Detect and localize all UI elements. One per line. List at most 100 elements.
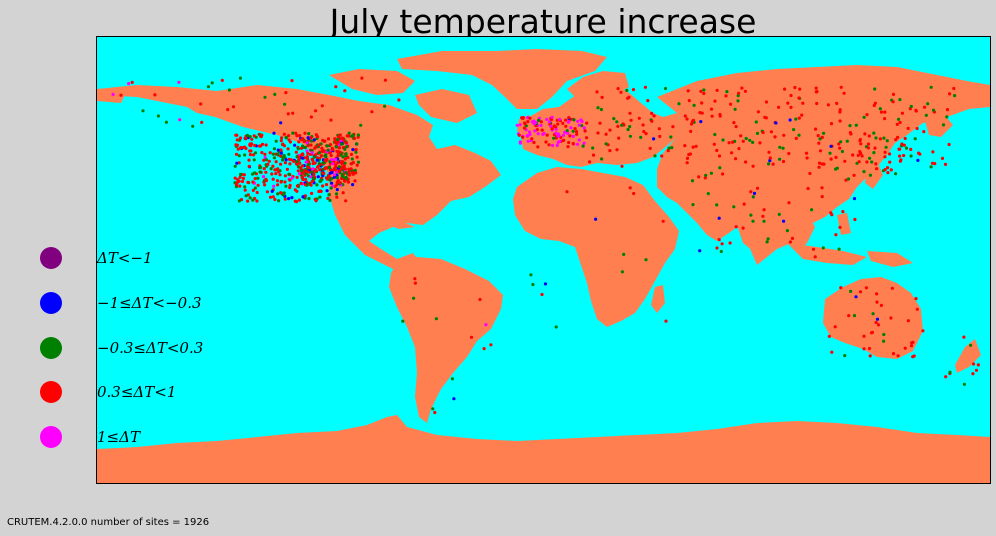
site-marker [326, 148, 330, 152]
site-marker [566, 120, 570, 124]
site-marker [311, 167, 315, 171]
site-marker [591, 153, 596, 157]
site-marker [834, 167, 838, 171]
site-marker [280, 136, 284, 140]
site-marker [273, 92, 277, 96]
site-marker [277, 199, 281, 203]
site-marker [884, 145, 888, 149]
site-marker [550, 127, 554, 131]
land-kamchatka [925, 113, 953, 137]
site-marker [851, 153, 855, 157]
site-marker [788, 118, 792, 122]
site-marker [260, 151, 264, 155]
site-marker [550, 115, 554, 119]
site-marker [523, 121, 527, 125]
site-marker [306, 136, 310, 140]
site-marker [616, 87, 620, 91]
site-marker [555, 143, 559, 147]
site-marker [344, 154, 348, 158]
site-marker [269, 167, 273, 171]
site-marker [293, 143, 297, 147]
site-marker [811, 247, 816, 251]
site-marker [352, 136, 357, 140]
site-marker [702, 88, 706, 92]
site-marker [865, 113, 869, 117]
site-marker [233, 176, 237, 180]
land-alaska [97, 89, 127, 103]
site-marker [527, 130, 531, 134]
site-marker [276, 192, 280, 196]
site-marker [327, 175, 331, 179]
site-marker [350, 157, 354, 161]
site-marker [781, 159, 786, 164]
site-marker [530, 137, 534, 141]
site-marker [235, 161, 239, 165]
site-marker [749, 213, 753, 217]
site-marker [299, 153, 304, 157]
site-marker [348, 173, 352, 177]
site-marker [283, 102, 287, 106]
site-marker [287, 152, 291, 156]
site-marker [238, 136, 243, 140]
site-marker [264, 158, 269, 162]
site-marker [744, 136, 748, 141]
site-marker [820, 195, 824, 199]
site-marker [284, 135, 288, 139]
site-marker [252, 134, 256, 138]
site-marker [658, 134, 662, 138]
site-marker [264, 143, 268, 147]
site-marker [778, 145, 782, 149]
site-marker [341, 191, 345, 195]
site-marker [844, 178, 848, 182]
site-marker [839, 85, 843, 89]
site-marker [237, 179, 241, 183]
site-marker [349, 162, 353, 166]
site-marker [328, 143, 333, 147]
site-marker [259, 165, 263, 169]
site-marker [294, 131, 298, 135]
site-marker [692, 103, 696, 107]
site-marker [683, 144, 687, 148]
site-marker [279, 151, 283, 155]
land-madagascar [651, 285, 665, 313]
site-marker [351, 133, 355, 137]
site-marker [288, 162, 292, 166]
site-marker [969, 343, 973, 347]
site-marker [862, 334, 866, 338]
site-marker [591, 146, 595, 150]
site-marker [896, 117, 901, 121]
site-marker [349, 152, 354, 156]
site-marker [307, 132, 311, 136]
site-marker [285, 167, 289, 171]
site-marker [316, 175, 320, 179]
site-marker [944, 375, 948, 379]
site-marker [236, 147, 240, 151]
site-marker [244, 194, 248, 198]
site-marker [248, 149, 252, 153]
site-marker [628, 125, 632, 129]
site-marker [334, 85, 338, 89]
land-africa [513, 167, 679, 327]
site-marker [287, 172, 291, 176]
site-marker [277, 170, 281, 174]
site-marker [561, 133, 566, 137]
site-marker [671, 125, 675, 129]
site-marker [332, 175, 336, 179]
site-marker [915, 307, 919, 311]
site-marker [271, 164, 275, 168]
site-marker [537, 118, 541, 122]
site-marker [860, 154, 864, 158]
site-marker [835, 101, 839, 105]
site-marker [276, 148, 280, 152]
site-marker [821, 246, 825, 250]
site-marker [318, 195, 322, 199]
site-marker [547, 120, 551, 124]
legend-swatch-minus-1-to-minus-03 [40, 292, 62, 314]
land-baffin [415, 89, 477, 123]
site-marker [235, 133, 239, 137]
site-marker [667, 146, 671, 150]
site-marker [336, 161, 340, 165]
site-marker [279, 162, 283, 166]
site-marker [312, 172, 316, 177]
site-marker [341, 155, 345, 159]
